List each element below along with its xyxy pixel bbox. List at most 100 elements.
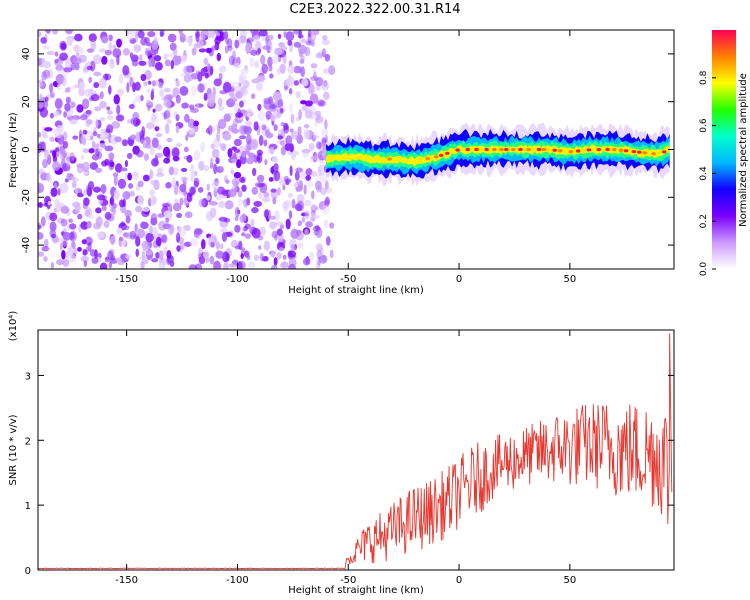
noise-blob	[49, 112, 55, 119]
signal-peak	[605, 147, 610, 152]
noise-blob	[253, 200, 263, 207]
noise-blob	[49, 176, 54, 185]
noise-blob	[324, 53, 331, 62]
noise-blob	[200, 141, 205, 153]
noise-blob	[151, 112, 157, 122]
noise-blob	[94, 106, 102, 112]
noise-blob	[303, 123, 310, 129]
noise-blob	[149, 169, 154, 180]
noise-blob	[290, 113, 295, 124]
noise-blob	[53, 111, 60, 117]
noise-blob	[305, 168, 313, 176]
noise-blob	[293, 182, 299, 188]
noise-blob	[203, 164, 210, 172]
noise-blob	[293, 65, 302, 74]
noise-blob	[90, 135, 94, 141]
noise-blob	[193, 149, 201, 161]
signal-peak	[387, 157, 392, 161]
y-tick-label: 0	[25, 566, 31, 577]
noise-blob	[141, 250, 145, 261]
noise-blob	[245, 157, 255, 165]
noise-blob	[206, 183, 210, 191]
noise-blob	[120, 254, 124, 260]
noise-blob	[116, 88, 124, 96]
noise-blob	[176, 55, 182, 65]
noise-blob	[236, 261, 243, 269]
noise-blob	[299, 58, 305, 64]
noise-blob	[124, 159, 129, 168]
noise-blob	[91, 257, 99, 264]
noise-blob	[63, 111, 67, 118]
noise-blob	[196, 102, 200, 110]
noise-blob	[313, 30, 320, 36]
noise-blob	[151, 137, 159, 149]
noise-blob	[251, 186, 259, 195]
noise-blob	[163, 110, 171, 120]
noise-blob	[134, 32, 139, 43]
noise-blob	[305, 221, 314, 228]
noise-blob	[88, 148, 95, 154]
colorbar-tick-label: 0.0	[699, 262, 709, 277]
noise-blob	[278, 42, 285, 48]
noise-blob	[310, 135, 320, 140]
noise-blob	[295, 150, 299, 156]
noise-blob	[258, 30, 268, 37]
noise-blob	[235, 112, 244, 118]
noise-blob	[95, 118, 99, 129]
noise-blob	[119, 199, 125, 208]
noise-blob	[288, 210, 293, 220]
noise-blob	[265, 110, 273, 120]
noise-blob	[143, 81, 148, 86]
noise-blob	[310, 190, 315, 200]
noise-blob	[250, 49, 258, 56]
noise-blob	[198, 247, 203, 255]
noise-blob	[140, 73, 147, 82]
noise-blob	[247, 112, 251, 118]
noise-blob	[133, 44, 142, 53]
noise-blob	[237, 190, 243, 198]
noise-blob	[153, 55, 162, 62]
noise-blob	[223, 261, 229, 269]
noise-blob	[148, 225, 154, 234]
noise-blob	[145, 232, 154, 243]
noise-blob	[313, 115, 321, 121]
noise-blob	[319, 187, 327, 196]
noise-blob	[219, 65, 227, 73]
noise-blob	[39, 81, 43, 87]
noise-blob	[68, 218, 73, 223]
noise-blob	[325, 186, 333, 194]
noise-blob	[95, 143, 99, 150]
noise-blob	[154, 103, 163, 112]
noise-blob	[213, 78, 222, 87]
noise-blob	[38, 152, 42, 157]
noise-blob	[189, 238, 199, 247]
noise-blob	[233, 171, 242, 179]
noise-blob	[195, 31, 200, 43]
noise-blob	[224, 45, 229, 54]
noise-blob	[268, 34, 274, 41]
noise-blob	[70, 175, 76, 181]
noise-blob	[322, 91, 330, 100]
noise-blob	[149, 146, 155, 156]
noise-blob	[317, 99, 325, 106]
signal-peak	[558, 149, 563, 153]
noise-blob	[254, 60, 259, 69]
noise-blob	[310, 155, 320, 160]
noise-blob	[305, 180, 314, 188]
noise-blob	[258, 191, 263, 200]
noise-blob	[217, 97, 223, 107]
noise-blob	[163, 99, 172, 108]
colorbar-tick-label: 0.2	[699, 214, 709, 228]
x-tick-label: -50	[340, 575, 356, 586]
snr-y-axis-label: SNR (10 * v/v)	[8, 414, 19, 485]
noise-blob	[249, 57, 255, 68]
noise-blob	[259, 252, 264, 262]
noise-blob	[282, 53, 287, 64]
noise-blob	[176, 245, 181, 252]
noise-blob	[52, 161, 61, 171]
noise-blob	[155, 133, 163, 138]
signal-peak	[484, 147, 489, 152]
noise-blob	[282, 46, 288, 51]
noise-blob	[328, 65, 336, 76]
noise-blob	[38, 132, 42, 138]
